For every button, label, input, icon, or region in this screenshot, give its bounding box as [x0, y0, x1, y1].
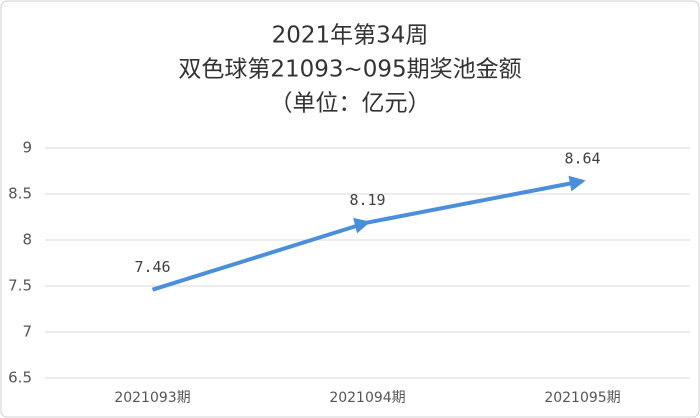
y-tick-label: 7 — [22, 323, 32, 341]
y-tick-label: 7.5 — [8, 277, 32, 295]
data-label: 7.46 — [134, 258, 170, 276]
x-tick-label: 2021095期 — [544, 390, 620, 406]
y-tick-label: 8.5 — [8, 185, 32, 203]
y-tick-label: 9 — [22, 139, 32, 157]
chart-title: 2021年第34周 — [272, 23, 429, 49]
y-tick-label: 8 — [22, 231, 32, 249]
data-label: 8.64 — [564, 150, 600, 168]
x-tick-label: 2021094期 — [329, 390, 405, 406]
chart-title: 双色球第21093~095期奖池金额 — [178, 57, 521, 83]
chart-title: （单位：亿元） — [270, 91, 431, 117]
y-tick-label: 6.5 — [8, 369, 32, 387]
x-tick-label: 2021093期 — [114, 390, 190, 406]
data-line — [151, 175, 586, 292]
data-label: 8.19 — [349, 191, 385, 209]
